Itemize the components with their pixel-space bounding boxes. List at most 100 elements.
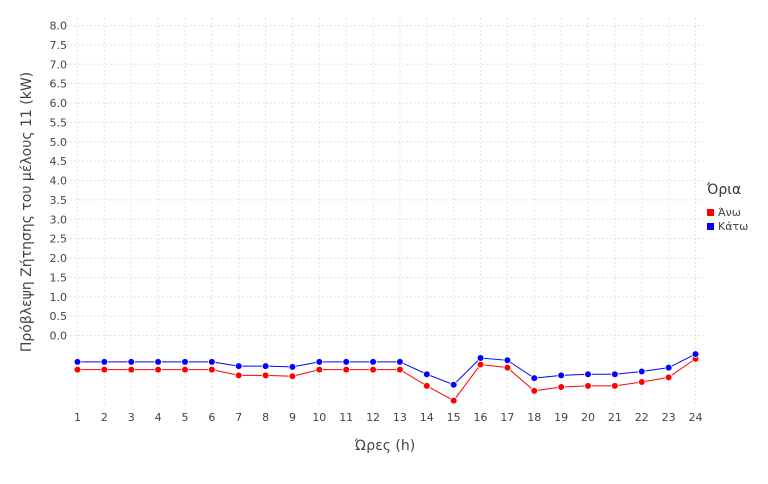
data-point[interactable]	[315, 358, 324, 366]
y-tick-label: 5.0	[50, 136, 68, 149]
data-point[interactable]	[208, 358, 216, 366]
data-point[interactable]	[73, 358, 82, 366]
y-tick-label: 2.5	[50, 233, 68, 246]
data-point[interactable]	[449, 396, 458, 405]
data-point[interactable]	[637, 367, 646, 376]
data-point[interactable]	[208, 365, 216, 374]
x-tick-label: 19	[554, 411, 568, 424]
data-point[interactable]	[288, 372, 297, 380]
data-point[interactable]	[100, 358, 109, 366]
data-point[interactable]	[181, 358, 189, 366]
data-point[interactable]	[154, 358, 162, 366]
series-upper[interactable]	[73, 354, 700, 405]
data-point[interactable]	[100, 365, 109, 374]
x-tick-label: 16	[474, 411, 488, 424]
data-point[interactable]	[503, 356, 512, 365]
data-point[interactable]	[261, 362, 270, 370]
legend-label: Άνω	[718, 206, 741, 219]
legend-label: Κάτω	[718, 220, 748, 233]
y-tick-label: 4.5	[50, 155, 68, 168]
data-point[interactable]	[664, 373, 673, 382]
data-point[interactable]	[611, 382, 619, 390]
data-point[interactable]	[664, 363, 673, 372]
x-tick-label: 15	[447, 411, 461, 424]
x-tick-label: 22	[635, 411, 649, 424]
data-point[interactable]	[127, 365, 136, 374]
x-tick-label: 2	[101, 411, 108, 424]
y-tick-label: 7.5	[50, 39, 68, 52]
data-point[interactable]	[449, 380, 458, 389]
data-point[interactable]	[369, 358, 377, 366]
data-point[interactable]	[530, 387, 539, 395]
x-tick-label: 5	[181, 411, 188, 424]
x-tick-label: 21	[608, 411, 622, 424]
data-point[interactable]	[315, 365, 324, 374]
y-tick-label: 0.0	[50, 330, 68, 343]
y-tick-label: 4.0	[50, 175, 68, 188]
x-tick-label: 23	[662, 411, 676, 424]
x-tick-label: 3	[128, 411, 135, 424]
data-point[interactable]	[503, 363, 512, 372]
x-tick-label: 18	[527, 411, 541, 424]
x-tick-label: 8	[262, 411, 269, 424]
y-tick-label: 6.0	[50, 97, 68, 110]
x-tick-label: 7	[235, 411, 242, 424]
data-point[interactable]	[691, 350, 700, 358]
series-line	[77, 353, 696, 386]
data-point[interactable]	[584, 370, 592, 379]
x-tick-label: 4	[155, 411, 162, 424]
data-point[interactable]	[584, 382, 592, 390]
data-point[interactable]	[342, 358, 350, 366]
series-lower[interactable]	[73, 350, 700, 389]
data-point[interactable]	[637, 378, 646, 386]
data-point[interactable]	[423, 370, 431, 379]
data-point[interactable]	[127, 358, 136, 366]
legend-item[interactable]: Κάτω	[707, 220, 748, 233]
x-tick-label: 11	[339, 411, 353, 424]
y-axis-ticks: 0.0 0.5 1.0 1.5 2.0 2.5 3.0 3.5 4.0 4.5 5.0 5.5 6.0 6…	[50, 20, 68, 343]
data-point[interactable]	[476, 360, 485, 369]
data-point[interactable]	[288, 363, 297, 371]
x-axis-title: Ώρες (h)	[354, 438, 415, 454]
y-tick-label: 5.5	[50, 116, 68, 129]
x-tick-label: 17	[500, 411, 514, 424]
data-point[interactable]	[234, 371, 243, 380]
x-tick-label: 10	[312, 411, 326, 424]
y-tick-label: 3.0	[50, 213, 68, 226]
series-line	[77, 358, 696, 402]
y-tick-label: 2.0	[50, 252, 68, 265]
data-point[interactable]	[530, 374, 539, 382]
y-tick-label: 7.0	[50, 58, 68, 71]
y-tick-label: 1.0	[50, 291, 68, 304]
y-tick-label: 6.5	[50, 78, 68, 91]
data-point[interactable]	[369, 365, 377, 374]
y-tick-label: 1.5	[50, 271, 68, 284]
data-point[interactable]	[557, 383, 565, 391]
data-point[interactable]	[396, 358, 404, 366]
y-tick-label: 3.5	[50, 194, 68, 207]
data-point[interactable]	[476, 354, 485, 362]
data-point[interactable]	[261, 371, 270, 380]
data-point[interactable]	[423, 382, 431, 390]
data-point[interactable]	[396, 365, 404, 374]
y-tick-label: 8.0	[50, 20, 68, 33]
series	[73, 350, 700, 405]
data-point[interactable]	[342, 365, 350, 374]
x-axis-ticks: 1 2 3 4 5 6 7 8 9 10 11 12 13 14 15 16 17 18 19 20 21 22 23 24	[74, 411, 703, 424]
x-tick-label: 9	[289, 411, 296, 424]
x-tick-label: 13	[393, 411, 407, 424]
legend-swatch	[707, 209, 714, 216]
x-tick-label: 1	[74, 411, 81, 424]
legend-item[interactable]: Άνω	[707, 206, 741, 219]
data-point[interactable]	[557, 371, 565, 380]
data-point[interactable]	[154, 365, 162, 374]
legend-title: Όρια	[706, 182, 741, 198]
data-point[interactable]	[234, 362, 243, 370]
x-tick-label: 12	[366, 411, 380, 424]
data-point[interactable]	[73, 365, 82, 374]
data-point[interactable]	[181, 365, 189, 374]
data-point[interactable]	[611, 370, 619, 379]
